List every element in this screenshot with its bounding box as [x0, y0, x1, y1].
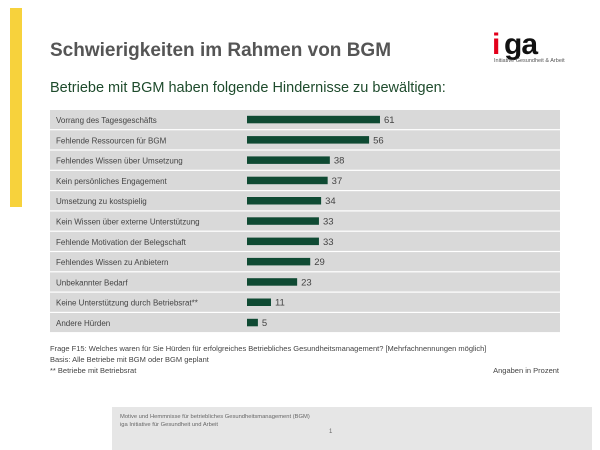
footer: Motive und Hemmnisse für betriebliches G…	[112, 407, 592, 450]
logo-tagline: Initiative Gesundheit & Arbeit	[494, 58, 565, 64]
value-label: 33	[323, 237, 334, 248]
data-bar	[247, 257, 311, 266]
data-bar	[247, 318, 258, 327]
value-label: 61	[384, 115, 395, 126]
footer-line-2: iga Initiative für Gesundheit und Arbeit	[120, 422, 218, 428]
data-bar	[247, 136, 370, 144]
page-title: Schwierigkeiten im Rahmen von BGM	[50, 40, 392, 61]
chart-row-background	[50, 313, 560, 333]
page-number: 1	[329, 429, 333, 435]
category-label: Fehlendes Wissen über Umsetzung	[56, 157, 183, 166]
data-bar	[247, 278, 298, 286]
chart-subtitle: Betriebe mit BGM haben folgende Hinderni…	[50, 80, 446, 96]
value-label: 37	[332, 176, 343, 187]
value-label: 33	[323, 217, 334, 228]
data-bar	[247, 197, 322, 205]
footer-line-1: Motive und Hemmnisse für betriebliches G…	[120, 414, 310, 420]
data-bar	[247, 298, 271, 306]
betriebsrat-footnote: ** Betriebe mit Betriebsrat	[50, 366, 137, 375]
category-label: Keine Unterstützung durch Betriebsrat**	[56, 299, 198, 308]
data-bar	[247, 217, 319, 225]
category-label: Unbekannter Bedarf	[56, 278, 128, 287]
question-footnote: Frage F15: Welches waren für Sie Hürden …	[50, 344, 487, 353]
category-label: Kein persönliches Engagement	[56, 177, 168, 186]
value-label: 34	[325, 196, 336, 207]
value-label: 56	[373, 135, 384, 146]
bar-chart: Vorrang des Tagesgeschäfts 61 Fehlende Res…	[50, 110, 560, 333]
value-label: 23	[301, 277, 312, 288]
logo-mark-i: i	[492, 28, 500, 61]
category-label: Fehlende Ressourcen für BGM	[56, 136, 167, 145]
category-label: Umsetzung zu kostspielig	[56, 197, 147, 206]
basis-footnote: Basis: Alle Betriebe mit BGM oder BGM ge…	[50, 355, 209, 364]
category-label: Vorrang des Tagesgeschäfts	[56, 116, 157, 125]
unit-note: Angaben in Prozent	[493, 366, 559, 375]
category-label: Fehlendes Wissen zu Anbietern	[56, 258, 169, 267]
logo-mark-ga: ga	[504, 28, 538, 61]
category-label: Kein Wissen über externe Unterstützung	[56, 218, 200, 227]
value-label: 38	[334, 156, 345, 167]
data-bar	[247, 115, 380, 124]
category-label: Fehlende Motivation der Belegschaft	[56, 238, 187, 247]
iga-logo: i ga Initiative Gesundheit & Arbeit	[492, 28, 592, 68]
data-bar	[247, 176, 328, 185]
value-label: 29	[314, 257, 325, 268]
value-label: 11	[275, 298, 285, 309]
value-label: 5	[262, 318, 267, 329]
chart-row-background	[50, 272, 560, 292]
data-bar	[247, 156, 330, 164]
category-label: Andere Hürden	[56, 319, 110, 328]
accent-bar	[10, 8, 22, 207]
chart-row-background	[50, 292, 560, 312]
data-bar	[247, 237, 319, 246]
